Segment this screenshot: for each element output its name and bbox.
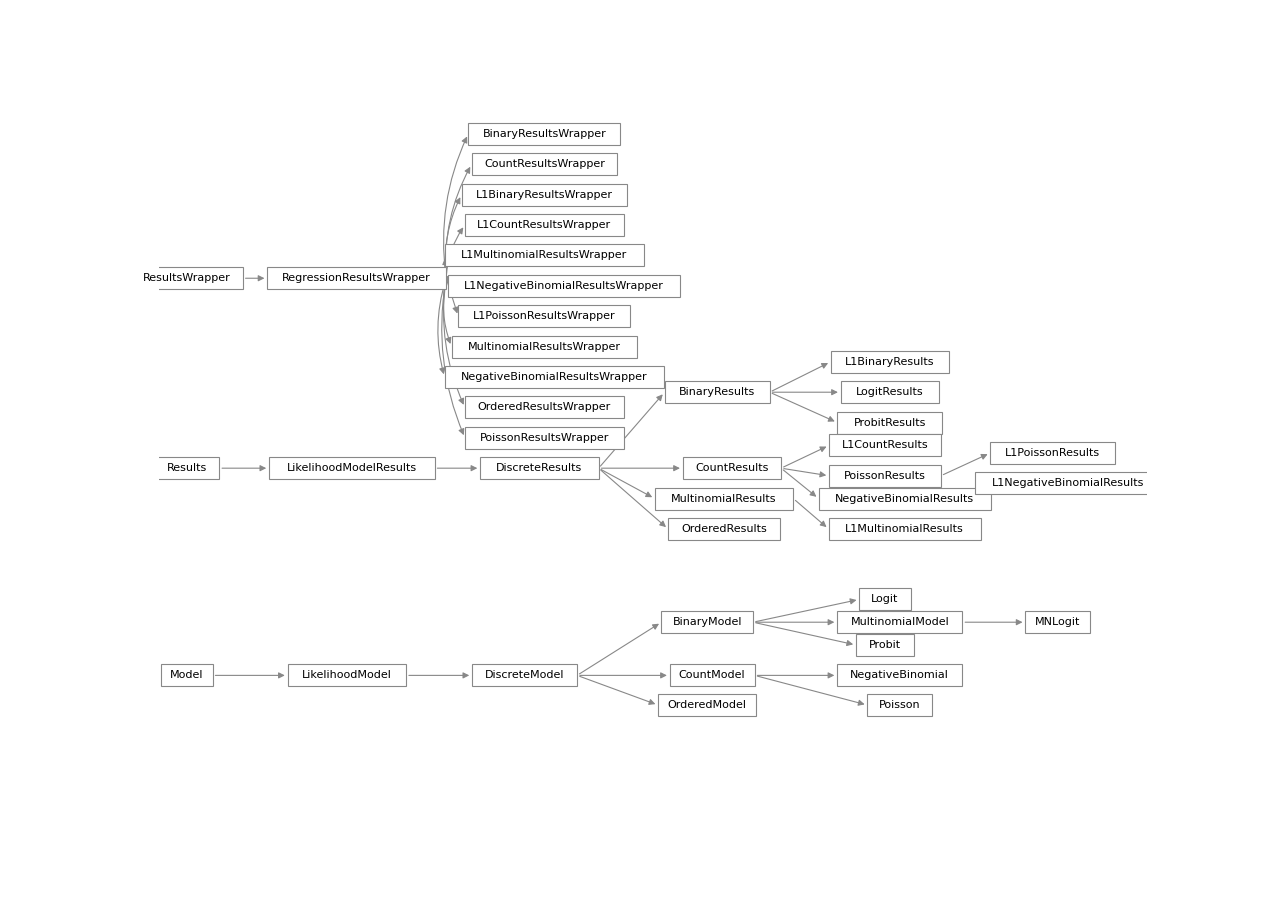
- FancyBboxPatch shape: [659, 694, 757, 716]
- FancyBboxPatch shape: [465, 396, 624, 418]
- Text: L1MultinomialResultsWrapper: L1MultinomialResultsWrapper: [461, 250, 627, 260]
- FancyBboxPatch shape: [829, 434, 940, 457]
- Text: L1BinaryResultsWrapper: L1BinaryResultsWrapper: [475, 189, 613, 200]
- FancyBboxPatch shape: [831, 351, 949, 373]
- FancyBboxPatch shape: [445, 366, 664, 388]
- FancyBboxPatch shape: [868, 694, 933, 716]
- FancyBboxPatch shape: [465, 427, 624, 448]
- FancyBboxPatch shape: [683, 457, 781, 479]
- Text: L1CountResults: L1CountResults: [842, 440, 929, 450]
- Text: NegativeBinomialResults: NegativeBinomialResults: [836, 493, 975, 503]
- Text: Poisson: Poisson: [879, 700, 921, 710]
- Text: L1CountResultsWrapper: L1CountResultsWrapper: [478, 220, 612, 230]
- FancyBboxPatch shape: [447, 274, 680, 297]
- FancyBboxPatch shape: [461, 184, 627, 205]
- Text: ProbitResults: ProbitResults: [854, 418, 926, 428]
- FancyBboxPatch shape: [859, 588, 911, 611]
- FancyBboxPatch shape: [465, 214, 624, 236]
- Text: DiscreteModel: DiscreteModel: [485, 670, 564, 681]
- FancyBboxPatch shape: [1026, 611, 1091, 633]
- FancyBboxPatch shape: [162, 665, 213, 686]
- Text: NegativeBinomialResultsWrapper: NegativeBinomialResultsWrapper: [461, 372, 647, 382]
- FancyBboxPatch shape: [665, 381, 769, 404]
- Text: L1PoissonResults: L1PoissonResults: [1005, 448, 1101, 458]
- Text: NegativeBinomial: NegativeBinomial: [850, 670, 949, 681]
- Text: L1NegativeBinomialResults: L1NegativeBinomialResults: [991, 478, 1144, 488]
- Text: MultinomialResults: MultinomialResults: [671, 493, 777, 503]
- FancyBboxPatch shape: [837, 412, 943, 433]
- Text: PoissonResultsWrapper: PoissonResultsWrapper: [479, 432, 609, 443]
- Text: OrderedModel: OrderedModel: [668, 700, 747, 710]
- Text: MNLogit: MNLogit: [1034, 617, 1080, 627]
- FancyBboxPatch shape: [828, 518, 981, 540]
- FancyBboxPatch shape: [829, 465, 940, 487]
- FancyBboxPatch shape: [471, 153, 617, 175]
- FancyBboxPatch shape: [459, 305, 631, 327]
- Text: DiscreteResults: DiscreteResults: [497, 463, 582, 474]
- Text: Probit: Probit: [869, 640, 901, 650]
- FancyBboxPatch shape: [473, 665, 577, 686]
- Text: L1NegativeBinomialResultsWrapper: L1NegativeBinomialResultsWrapper: [464, 281, 664, 291]
- FancyBboxPatch shape: [451, 335, 637, 358]
- FancyBboxPatch shape: [131, 267, 243, 290]
- Text: MultinomialResultsWrapper: MultinomialResultsWrapper: [468, 342, 620, 352]
- Text: BinaryResults: BinaryResults: [679, 388, 755, 397]
- Text: OrderedResultsWrapper: OrderedResultsWrapper: [478, 403, 612, 413]
- FancyBboxPatch shape: [661, 611, 753, 633]
- FancyBboxPatch shape: [445, 244, 643, 266]
- Text: Model: Model: [171, 670, 204, 681]
- FancyBboxPatch shape: [856, 634, 913, 656]
- FancyBboxPatch shape: [837, 665, 962, 686]
- Text: CountModel: CountModel: [679, 670, 745, 681]
- FancyBboxPatch shape: [268, 267, 446, 290]
- Text: MultinomialModel: MultinomialModel: [850, 617, 949, 627]
- Text: CountResultsWrapper: CountResultsWrapper: [484, 160, 605, 170]
- FancyBboxPatch shape: [975, 473, 1161, 494]
- FancyBboxPatch shape: [670, 665, 754, 686]
- FancyBboxPatch shape: [841, 381, 939, 404]
- Text: LikelihoodModelResults: LikelihoodModelResults: [287, 463, 417, 474]
- FancyBboxPatch shape: [288, 665, 406, 686]
- FancyBboxPatch shape: [837, 611, 962, 633]
- Text: L1BinaryResults: L1BinaryResults: [845, 357, 935, 367]
- Text: LikelihoodModel: LikelihoodModel: [302, 670, 392, 681]
- Text: PoissonResults: PoissonResults: [843, 471, 926, 481]
- FancyBboxPatch shape: [655, 488, 794, 509]
- Text: L1PoissonResultsWrapper: L1PoissonResultsWrapper: [473, 311, 615, 321]
- Text: OrderedResults: OrderedResults: [682, 524, 767, 534]
- Text: Logit: Logit: [871, 595, 898, 605]
- FancyBboxPatch shape: [469, 123, 620, 145]
- FancyBboxPatch shape: [480, 457, 599, 479]
- Text: RegressionResultsWrapper: RegressionResultsWrapper: [283, 274, 431, 283]
- FancyBboxPatch shape: [668, 518, 780, 540]
- FancyBboxPatch shape: [269, 457, 434, 479]
- FancyBboxPatch shape: [819, 488, 991, 509]
- Text: Results: Results: [167, 463, 206, 474]
- FancyBboxPatch shape: [990, 442, 1116, 464]
- Text: ResultsWrapper: ResultsWrapper: [143, 274, 231, 283]
- FancyBboxPatch shape: [154, 457, 219, 479]
- Text: L1MultinomialResults: L1MultinomialResults: [846, 524, 964, 534]
- Text: CountResults: CountResults: [696, 463, 768, 474]
- Text: BinaryResultsWrapper: BinaryResultsWrapper: [483, 129, 606, 139]
- Text: BinaryModel: BinaryModel: [673, 617, 741, 627]
- Text: LogitResults: LogitResults: [856, 388, 924, 397]
